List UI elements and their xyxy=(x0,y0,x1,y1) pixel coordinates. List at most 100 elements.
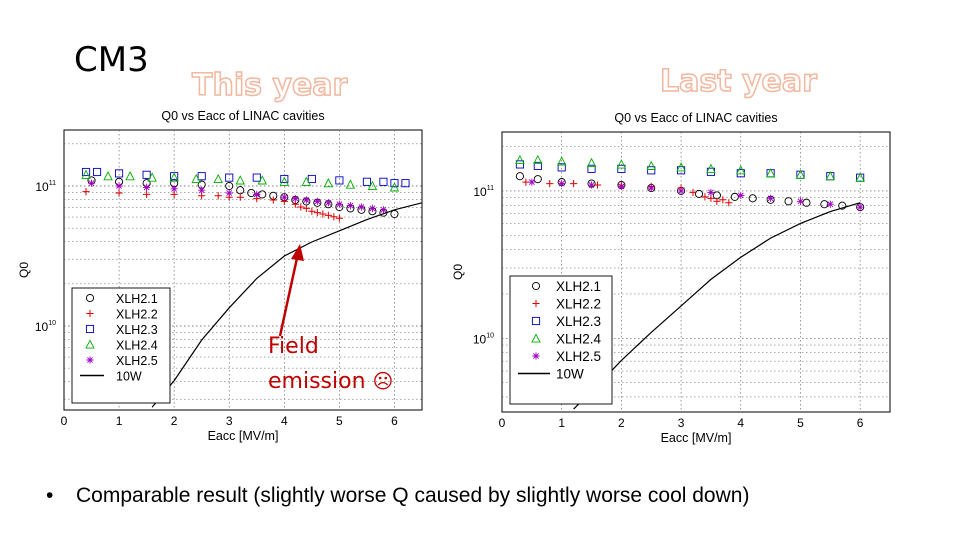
data-point-xlh2-3 xyxy=(335,176,344,185)
legend-label-xlh2-5: XLH2.5 xyxy=(556,349,601,364)
legend-label-xlh2-2: XLH2.2 xyxy=(556,297,601,312)
legend-swatch-xlh2-1 xyxy=(85,293,95,303)
data-point-xlh2-4 xyxy=(676,162,686,172)
data-point-xlh2-4 xyxy=(616,159,627,169)
legend-swatch-xlh2-4 xyxy=(85,339,95,349)
data-point-xlh2-1 xyxy=(802,198,811,207)
last-year-label: Last year xyxy=(659,63,817,100)
data-point-xlh2-1 xyxy=(694,189,704,198)
x-tick-label: 0 xyxy=(499,416,506,430)
data-point-xlh2-2 xyxy=(269,196,277,204)
data-point-xlh2-4 xyxy=(103,171,113,181)
data-point-xlh2-5 xyxy=(302,196,310,204)
data-point-xlh2-5 xyxy=(647,184,655,192)
legend-swatch-xlh2-5 xyxy=(532,352,540,360)
legend-label-xlh2-2: XLH2.2 xyxy=(116,308,158,322)
x-tick-label: 6 xyxy=(857,416,864,430)
plot-area xyxy=(81,167,422,408)
x-tick-label: 4 xyxy=(737,416,744,430)
field-emission-arrow xyxy=(278,244,304,337)
legend-label-10w: 10W xyxy=(116,370,142,384)
data-point-xlh2-5 xyxy=(170,185,178,193)
x-tick-label: 1 xyxy=(558,416,565,430)
data-point-xlh2-3 xyxy=(401,179,410,188)
legend-label-xlh2-4: XLH2.4 xyxy=(556,332,602,347)
x-tick-label: 2 xyxy=(171,414,178,428)
data-point-xlh2-2 xyxy=(570,179,578,188)
data-point-xlh2-2 xyxy=(725,199,733,207)
bullet-point: • Comparable result (slightly worse Q cau… xyxy=(46,484,749,508)
annotation-line1: Field xyxy=(268,334,319,359)
data-point-xlh2-5 xyxy=(796,197,805,205)
data-point-xlh2-5 xyxy=(617,182,625,191)
series-line-10w xyxy=(573,202,861,410)
data-point-xlh2-3 xyxy=(92,167,102,177)
data-point-xlh2-2 xyxy=(330,213,338,221)
data-point-xlh2-2 xyxy=(719,196,727,204)
data-point-xlh2-4 xyxy=(279,176,290,186)
data-point-xlh2-5 xyxy=(826,200,834,208)
legend-label-xlh2-3: XLH2.3 xyxy=(116,323,158,337)
data-point-xlh2-3 xyxy=(390,179,399,188)
data-point-xlh2-2 xyxy=(115,189,123,197)
bullet-marker: • xyxy=(46,484,54,507)
data-point-xlh2-5 xyxy=(115,182,123,190)
data-point-xlh2-5 xyxy=(558,179,566,188)
data-point-xlh2-3 xyxy=(142,170,151,179)
data-point-xlh2-5 xyxy=(379,206,388,214)
data-point-xlh2-2 xyxy=(82,188,90,196)
x-tick-label: 3 xyxy=(678,416,685,430)
data-point-xlh2-4 xyxy=(81,169,91,179)
data-point-xlh2-4 xyxy=(367,180,378,191)
data-point-xlh2-5 xyxy=(767,194,775,202)
data-point-xlh2-5 xyxy=(313,197,321,205)
data-point-xlh2-2 xyxy=(713,197,721,205)
legend-swatch-xlh2-2 xyxy=(86,309,94,318)
legend-label-xlh2-1: XLH2.1 xyxy=(556,279,601,294)
y-axis-label: Q0 xyxy=(452,264,465,280)
data-point-xlh2-4 xyxy=(323,178,334,188)
data-point-xlh2-4 xyxy=(515,154,525,165)
data-point-xlh2-3 xyxy=(617,164,626,173)
x-tick-label: 0 xyxy=(61,414,68,428)
data-point-xlh2-5 xyxy=(253,190,261,198)
data-point-xlh2-1 xyxy=(748,194,757,203)
data-point-xlh2-3 xyxy=(533,161,542,170)
data-point-xlh2-4 xyxy=(586,157,597,167)
x-tick-label: 5 xyxy=(336,414,343,428)
data-point-xlh2-5 xyxy=(707,188,715,197)
data-point-xlh2-3 xyxy=(362,177,371,186)
x-tick-label: 2 xyxy=(618,416,625,430)
data-point-xlh2-4 xyxy=(169,172,179,182)
data-point-xlh2-4 xyxy=(345,179,356,189)
data-point-xlh2-4 xyxy=(706,163,716,173)
data-point-xlh2-4 xyxy=(646,160,656,170)
data-point-xlh2-4 xyxy=(389,182,400,192)
legend-label-xlh2-1: XLH2.1 xyxy=(116,292,158,306)
data-point-xlh2-4 xyxy=(125,171,135,181)
data-point-xlh2-2 xyxy=(335,214,343,222)
chart-title: Q0 vs Eacc of LINAC cavities xyxy=(614,111,777,125)
chart-this-year: Q0 vs Eacc of LINAC cavities 0 1 2 3 4 5 6 1010 1… xyxy=(18,109,423,443)
data-point-xlh2-3 xyxy=(647,166,656,175)
data-point-xlh2-3 xyxy=(515,160,524,169)
data-point-xlh2-3 xyxy=(307,174,316,184)
y-tick-label: 1011 xyxy=(473,185,494,199)
data-point-xlh2-5 xyxy=(346,202,354,210)
data-point-xlh2-5 xyxy=(225,189,233,197)
y-tick-label: 1010 xyxy=(35,320,56,334)
legend-label-10w: 10W xyxy=(556,367,584,382)
x-tick-label: 6 xyxy=(391,414,398,428)
data-point-xlh2-5 xyxy=(198,186,206,194)
legend-swatch-xlh2-3 xyxy=(85,324,95,334)
data-point-xlh2-5 xyxy=(528,178,536,186)
x-tick-label: 1 xyxy=(116,414,123,428)
data-point-xlh2-2 xyxy=(324,211,332,219)
data-point-xlh2-2 xyxy=(546,179,554,188)
data-point-xlh2-4 xyxy=(213,173,223,184)
data-point-xlh2-3 xyxy=(81,167,91,177)
data-point-xlh2-4 xyxy=(533,154,543,165)
data-point-xlh2-5 xyxy=(143,183,151,191)
data-point-xlh2-2 xyxy=(302,204,310,212)
x-axis-label: Eacc [MV/m] xyxy=(661,431,732,445)
